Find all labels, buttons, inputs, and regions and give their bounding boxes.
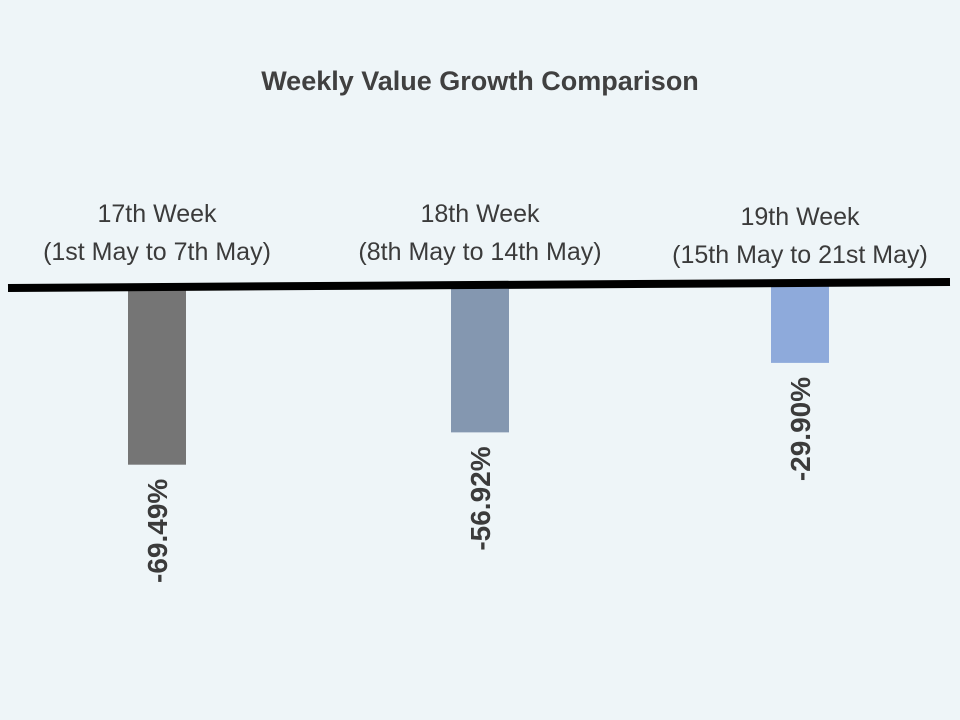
category-label-1-line-1: 17th Week xyxy=(97,200,217,228)
bar-3 xyxy=(771,286,829,363)
value-label-2: -56.92% xyxy=(465,446,496,550)
baseline-axis xyxy=(7,278,951,292)
value-label-3: -29.90% xyxy=(785,377,816,481)
chart-title: Weekly Value Growth Comparison xyxy=(261,66,699,96)
bars xyxy=(128,286,829,465)
category-label-3-line-2: (15th May to 21st May) xyxy=(672,241,928,269)
bar-1 xyxy=(128,286,186,465)
value-labels: -69.49% -56.92% -29.90% xyxy=(142,377,816,583)
category-label-2-line-2: (8th May to 14th May) xyxy=(358,238,601,266)
value-label-1: -69.49% xyxy=(142,479,173,583)
category-labels: 17th Week (1st May to 7th May) 18th Week (8… xyxy=(43,200,928,269)
category-label-1-line-2: (1st May to 7th May) xyxy=(43,238,271,266)
bar-2 xyxy=(451,286,509,433)
category-label-2-line-1: 18th Week xyxy=(420,200,540,228)
category-label-3-line-1: 19th Week xyxy=(740,203,860,231)
